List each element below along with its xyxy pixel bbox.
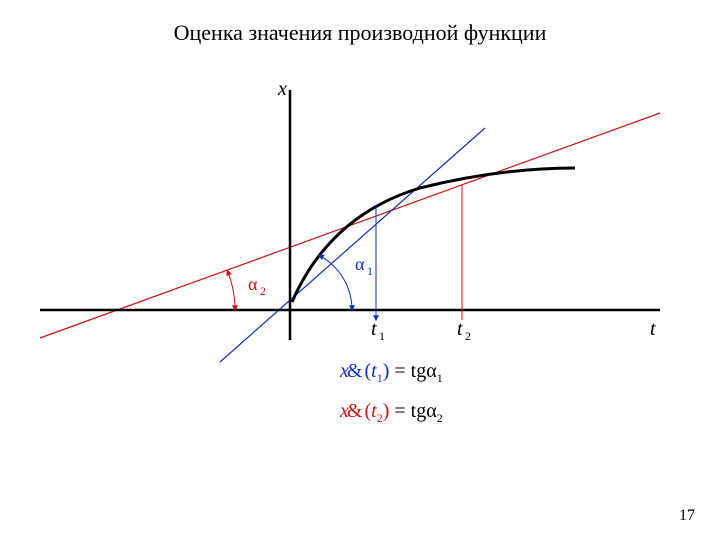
svg-text:t: t (371, 318, 377, 340)
page-number: 17 (679, 507, 695, 525)
svg-text:1: 1 (379, 329, 385, 343)
svg-text:2: 2 (465, 329, 471, 343)
svg-text:α: α (355, 254, 365, 274)
formula-1: x&(t1) = tgα1 (340, 360, 443, 386)
svg-text:t: t (650, 318, 656, 340)
svg-text:2: 2 (260, 284, 266, 298)
formula-2: x&(t2) = tgα2 (340, 400, 443, 426)
svg-text:t: t (457, 318, 463, 340)
page-title: Оценка значения производной функции (0, 20, 720, 46)
svg-text:α: α (248, 274, 258, 294)
svg-text:1: 1 (367, 264, 373, 278)
svg-text:x: x (277, 78, 287, 100)
